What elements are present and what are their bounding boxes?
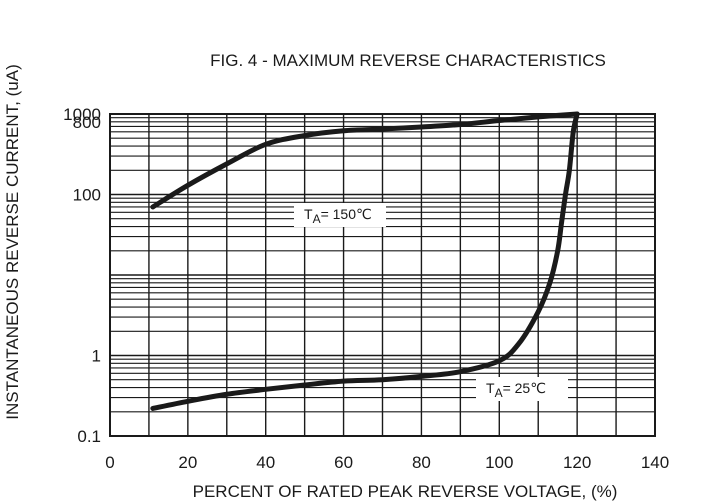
x-tick-label: 0 bbox=[105, 453, 114, 472]
series-layer bbox=[150, 111, 580, 411]
label-ta-150-bg bbox=[294, 203, 386, 227]
label-ta-150: TA= 150℃ bbox=[304, 206, 372, 226]
label-ta-25-sub: A bbox=[495, 386, 503, 400]
series-labels: TA= 150℃TA= 25℃ bbox=[294, 203, 568, 401]
label-ta-25: TA= 25℃ bbox=[486, 380, 546, 400]
label-ta-25-bg bbox=[476, 377, 568, 401]
x-tick-label: 120 bbox=[563, 453, 591, 472]
x-tick-label: 140 bbox=[641, 453, 669, 472]
y-tick-label: 0.1 bbox=[77, 427, 101, 446]
y-tick-label: 1 bbox=[92, 347, 101, 366]
series-line-ta-25 bbox=[150, 111, 580, 411]
x-tick-label: 80 bbox=[412, 453, 431, 472]
y-tick-label: 800 bbox=[73, 113, 101, 132]
x-tick-label: 100 bbox=[485, 453, 513, 472]
y-tick-label: 100 bbox=[73, 186, 101, 205]
y-tick-label: 1000 bbox=[63, 105, 101, 124]
label-ta-150-sub: A bbox=[313, 212, 321, 226]
label-ta-150-rest: = 150℃ bbox=[321, 206, 372, 222]
x-tick-label: 20 bbox=[178, 453, 197, 472]
x-axis-label: PERCENT OF RATED PEAK REVERSE VOLTAGE, (… bbox=[193, 482, 618, 501]
series-line-ta-150 bbox=[150, 111, 580, 210]
label-ta-150-main: T bbox=[304, 206, 313, 222]
y-axis-label: INSTANTANEOUS REVERSE CURRENT, (uA) bbox=[3, 64, 22, 419]
x-tick-label: 40 bbox=[256, 453, 275, 472]
plot-grid bbox=[109, 113, 656, 437]
label-ta-25-main: T bbox=[486, 380, 495, 396]
label-ta-25-rest: = 25℃ bbox=[503, 380, 546, 396]
x-tick-label: 60 bbox=[334, 453, 353, 472]
chart-title: FIG. 4 - MAXIMUM REVERSE CHARACTERISTICS bbox=[210, 51, 606, 70]
